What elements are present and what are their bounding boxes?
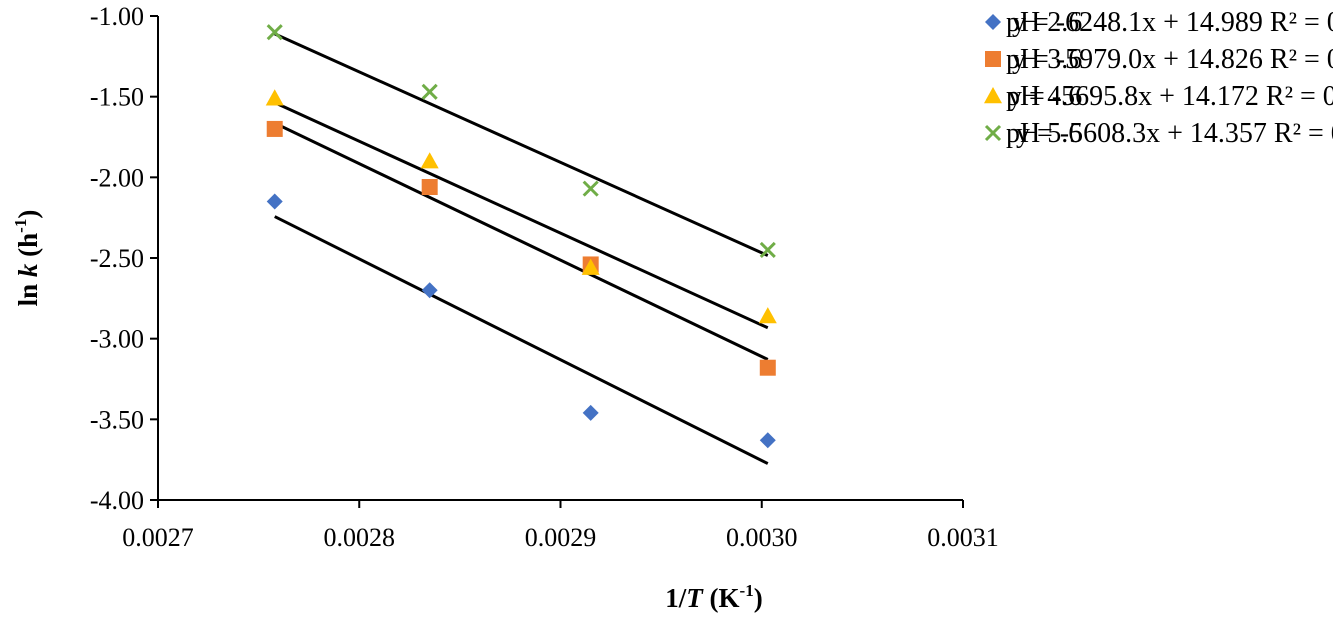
y-tick-label: -2.00 [90,163,144,192]
x-tick-label: 0.0027 [122,523,194,552]
x-tick-label: 0.0031 [927,523,999,552]
data-point [266,120,283,137]
trendline-equation: y = -5695.8x + 14.172 R² = 0.975 [1008,81,1333,112]
legend-marker [985,51,1001,67]
trendline-equation: y = -6248.1x + 14.989 R² = 0.942 [1012,7,1333,38]
trendline-ph-2-6 [274,215,769,465]
data-point [582,180,599,197]
y-tick-label: -3.00 [90,325,144,354]
data-point [758,307,777,324]
data-point [759,241,776,258]
y-tick-label: -2.50 [90,244,144,273]
trendline-equation: y = -5608.3x + 14.357 R² = 0.991 [1016,118,1333,149]
data-point [421,83,438,100]
data-point [582,404,599,421]
trendline-ph-4-6 [274,101,769,330]
x-tick-label: 0.0029 [525,523,597,552]
legend-label: pH 5.6 [1006,118,1082,149]
data-point [581,258,600,275]
data-point [421,282,438,299]
y-tick-label: -4.00 [90,486,144,515]
y-axis-title: ln k (h-1) [11,210,43,307]
data-point [759,359,776,376]
trendline-ph-5-6 [274,32,769,257]
legend-label: pH 3.6 [1006,44,1082,75]
legend-label: pH 2.6 [1006,7,1082,38]
trendline-equation: y = -5979.0x + 14.826 R² = 0.990 [1012,44,1333,75]
data-point [266,193,283,210]
legend-label: pH 4.6 [1006,81,1082,112]
data-point [759,432,776,449]
legend-marker [984,124,1002,142]
legend-marker [984,87,1002,104]
data-point [421,179,438,196]
x-tick-label: 0.0028 [324,523,396,552]
data-point [265,89,284,106]
y-tick-label: -1.00 [90,2,144,31]
trendlines [274,32,769,465]
legend-marker [985,14,1001,30]
y-tick-label: -3.50 [90,405,144,434]
data-point [420,152,439,169]
y-tick-label: -1.50 [90,83,144,112]
data-points [265,24,777,449]
trendline-ph-3-6 [274,121,769,361]
axes: -1.00 -1.50 -2.00 -2.50 -3.00 -3.50 -4.00 0.002… [90,2,999,552]
data-point [266,24,283,41]
x-axis-title: 1/T (K-1) [665,581,762,613]
x-tick-label: 0.0030 [726,523,798,552]
legend: pH 2.6y = -6248.1x + 14.989 R² = 0.942 pH… [984,7,1333,149]
